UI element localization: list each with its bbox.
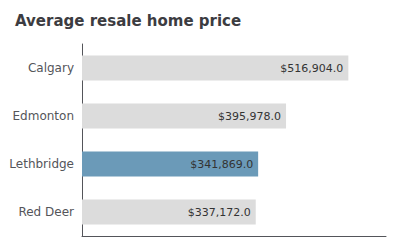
svg-text:$337,172.0: $337,172.0 <box>188 206 251 219</box>
svg-text:$341,869.0: $341,869.0 <box>190 158 253 171</box>
svg-text:Lethbridge: Lethbridge <box>9 157 74 171</box>
svg-text:Average resale home price: Average resale home price <box>15 12 241 30</box>
svg-text:Red Deer: Red Deer <box>18 205 74 219</box>
svg-text:Calgary: Calgary <box>28 61 74 75</box>
svg-text:$516,904.0: $516,904.0 <box>280 62 343 75</box>
svg-text:Edmonton: Edmonton <box>13 109 75 123</box>
svg-text:$395,978.0: $395,978.0 <box>218 110 281 123</box>
